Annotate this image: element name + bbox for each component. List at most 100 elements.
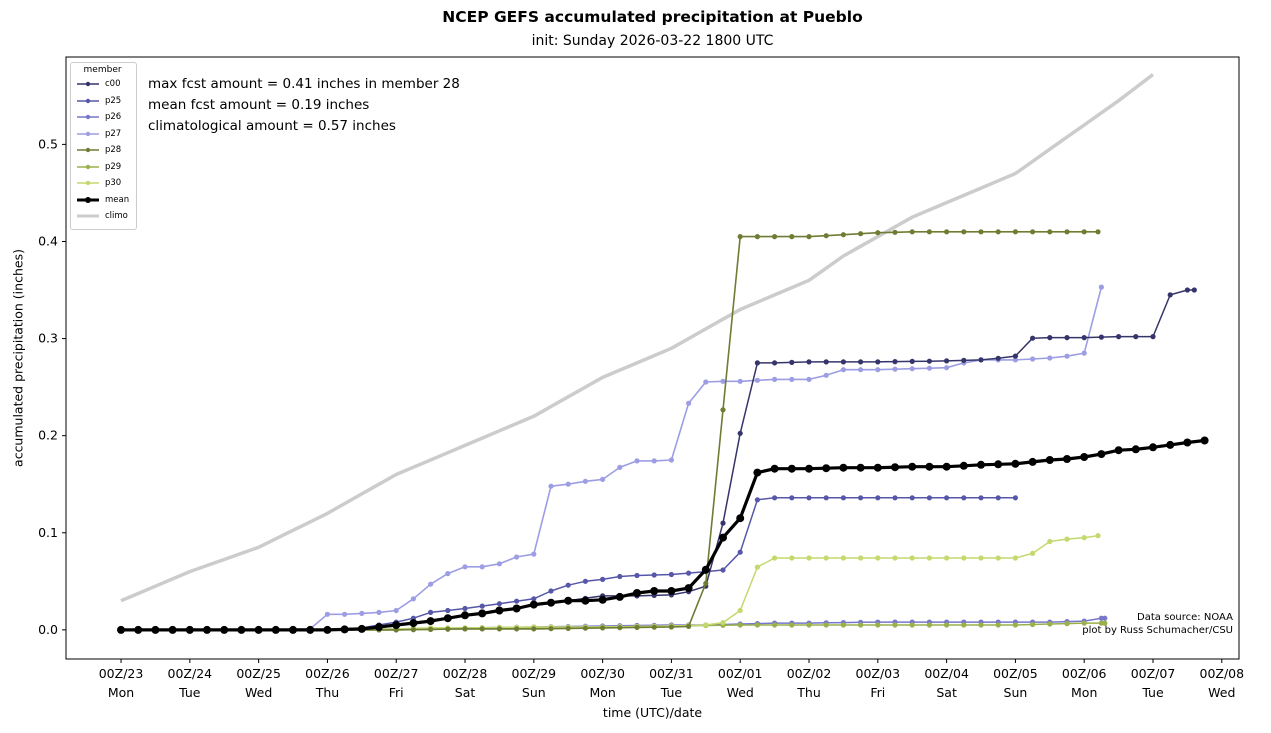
series-marker-p25 <box>806 495 812 501</box>
x-tick-day-label: Sun <box>522 685 546 700</box>
series-marker-p27 <box>531 551 537 557</box>
series-marker-mean <box>1183 438 1192 447</box>
x-tick-day-label: Thu <box>796 685 820 700</box>
series-marker-c00 <box>1150 334 1156 340</box>
series-marker-p25 <box>634 572 640 579</box>
series-marker-p29 <box>978 622 984 628</box>
series-marker-p27 <box>806 376 812 382</box>
series-marker-c00 <box>737 430 743 436</box>
series-marker-mean <box>1114 446 1123 455</box>
series-marker-p25 <box>858 495 864 501</box>
series-marker-p28 <box>1047 229 1053 235</box>
legend-label-p25: p25 <box>105 95 122 106</box>
series-marker-p30 <box>858 555 864 561</box>
series-marker-p30 <box>961 555 967 561</box>
series-marker-mean <box>925 462 934 471</box>
series-marker-p28 <box>858 231 864 237</box>
series-marker-p29 <box>926 622 933 628</box>
series-marker-p25 <box>479 603 485 609</box>
series-marker-mean <box>529 600 538 609</box>
series-marker-p26 <box>1102 615 1108 621</box>
legend-item-mean: mean <box>76 192 129 209</box>
legend-item-climo: climo <box>76 208 129 225</box>
series-marker-mean <box>203 625 211 634</box>
x-tick-day-label: Fri <box>389 685 404 700</box>
series-marker-c00 <box>754 360 761 366</box>
series-marker-p28 <box>1030 229 1036 235</box>
series-marker-p29 <box>892 622 898 628</box>
series-marker-mean <box>185 625 194 634</box>
series-marker-p29 <box>1030 621 1036 628</box>
series-marker-p28 <box>995 229 1001 235</box>
series-marker-p29 <box>1102 620 1108 626</box>
x-tick-day-label: Thu <box>315 685 339 700</box>
series-marker-c00 <box>1133 334 1139 340</box>
series-p27 <box>118 284 1104 633</box>
series-marker-p27 <box>686 400 692 406</box>
x-tick-label: 00Z/02 <box>787 666 832 681</box>
series-marker-mean <box>977 460 985 469</box>
chart-subtitle: init: Sunday 2026-03-22 1800 UTC <box>531 33 774 49</box>
series-marker-c00 <box>1191 287 1197 293</box>
series-marker-mean <box>959 461 968 470</box>
series-marker-p30 <box>909 555 915 561</box>
series-marker-p29 <box>995 622 1001 628</box>
series-marker-p28 <box>806 234 812 240</box>
series-marker-p30 <box>892 555 898 561</box>
series-marker-c00 <box>1167 292 1173 298</box>
legend-label-p30: p30 <box>105 178 122 189</box>
series-marker-p28 <box>737 234 743 240</box>
y-tick-label: 0.2 <box>38 428 58 443</box>
series-marker-c00 <box>1098 334 1104 340</box>
x-tick-day-label: Tue <box>660 685 683 700</box>
series-marker-c00 <box>926 358 933 364</box>
y-axis: 0.0 0.1 0.2 0.3 0.4 0.5 <box>38 136 66 637</box>
series-marker-p27 <box>445 571 451 577</box>
series-marker-p25 <box>496 601 502 607</box>
series-marker-p27 <box>772 376 778 382</box>
x-tick-day-label: Sun <box>1004 685 1028 700</box>
series-marker-mean <box>1028 457 1037 466</box>
legend-label-p28: p28 <box>105 145 122 156</box>
series-marker-p25 <box>531 596 537 602</box>
series-marker-p30 <box>926 555 933 561</box>
series-marker-p25 <box>1012 495 1019 501</box>
series-marker-p25 <box>772 495 778 501</box>
series-marker-mean <box>908 462 917 471</box>
series-marker-p29 <box>823 622 829 628</box>
series-marker-p29 <box>858 622 864 628</box>
series-marker-p27 <box>600 476 606 482</box>
series-marker-p27 <box>393 607 399 614</box>
series-marker-mean <box>719 533 727 542</box>
series-marker-mean <box>753 468 762 477</box>
series-marker-mean <box>237 625 246 634</box>
y-tick-label: 0.1 <box>38 525 58 540</box>
y-axis-label: accumulated precipitation (inches) <box>10 249 26 467</box>
series-marker-p28 <box>944 229 950 235</box>
series-marker-mean <box>1131 445 1140 454</box>
series-climo <box>120 73 1155 603</box>
x-tick-day-label: Sat <box>455 685 476 700</box>
legend-item-p30: p30 <box>76 175 129 192</box>
y-tick-label: 0.5 <box>38 136 58 151</box>
series-marker-mean <box>289 625 297 634</box>
series-marker-p30 <box>840 555 847 561</box>
series-marker-mean <box>443 614 452 623</box>
series-marker-p30 <box>772 555 778 561</box>
x-tick-day-label: Wed <box>1208 685 1235 700</box>
series-marker-p28 <box>926 229 933 235</box>
series-marker-p25 <box>840 495 847 501</box>
series-marker-p30 <box>1081 535 1087 541</box>
series-marker-mean <box>134 625 143 634</box>
series-marker-p27 <box>668 457 675 463</box>
series-marker-c00 <box>892 359 898 365</box>
series-marker-p27 <box>496 561 502 567</box>
series-marker-p25 <box>737 549 743 555</box>
series-marker-p30 <box>737 607 743 614</box>
series-marker-p25 <box>978 495 984 501</box>
legend-items: c00 p25 p26 p27 p28 p29 p30 mean climo <box>76 76 129 225</box>
series-marker-c00 <box>1081 335 1087 341</box>
series-marker-p25 <box>823 495 829 501</box>
series-marker-p25 <box>909 495 915 501</box>
